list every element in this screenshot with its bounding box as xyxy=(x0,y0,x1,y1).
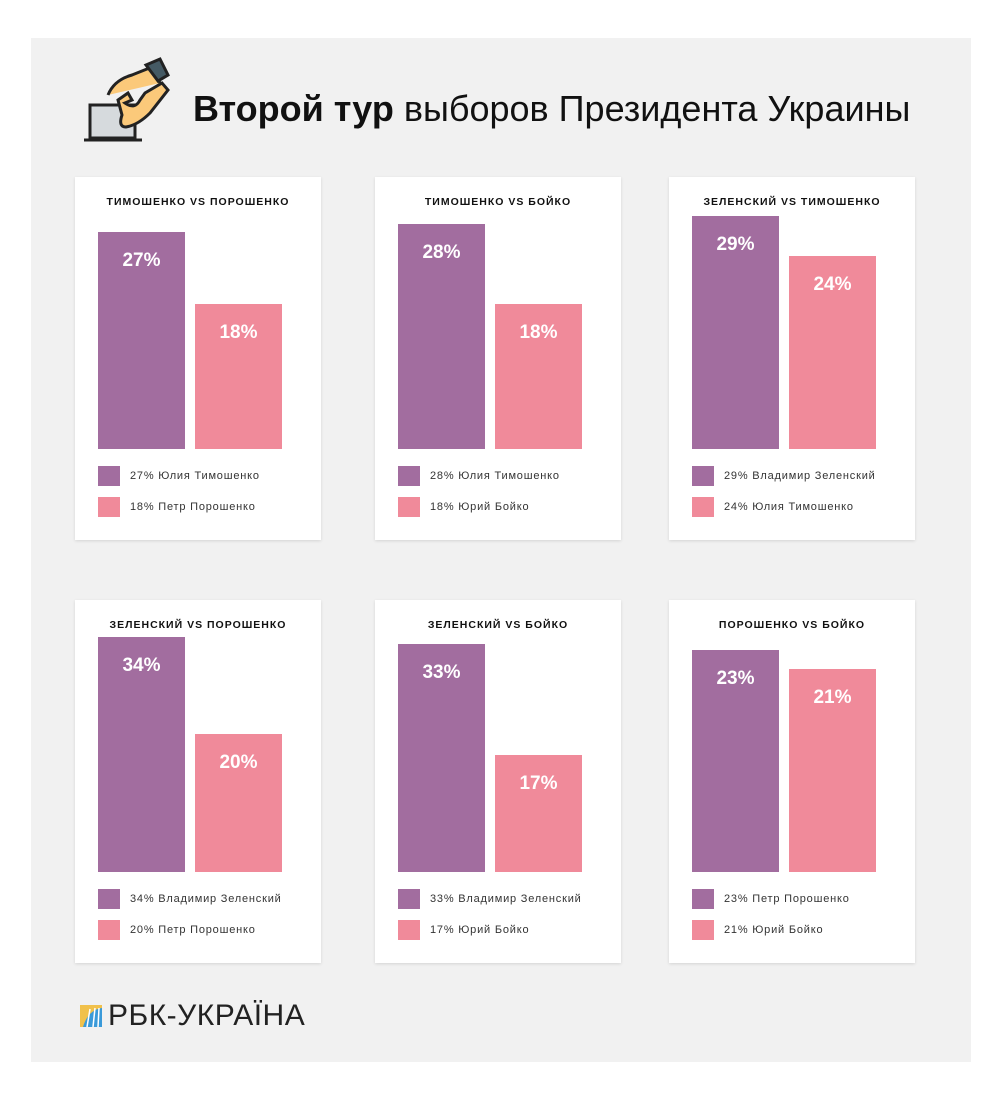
bar-label: 18% xyxy=(219,322,258,344)
legend-swatch xyxy=(98,889,120,909)
legend-item: 17% Юрий Бойко xyxy=(398,920,529,940)
legend-item: 18% Петр Порошенко xyxy=(98,497,256,517)
rbc-logo-icon xyxy=(80,1005,102,1027)
bar-label: 28% xyxy=(422,241,461,263)
legend-label: 34% Владимир Зеленский xyxy=(130,893,282,905)
legend-swatch xyxy=(98,920,120,940)
legend-swatch xyxy=(98,497,120,517)
chart-card: ПОРОШЕНКО VS БОЙКО 23% 23% Петр Порошенко 2… xyxy=(669,600,915,963)
legend-swatch xyxy=(692,889,714,909)
bar: 23% xyxy=(692,650,779,872)
chart-title: ЗЕЛЕНСКИЙ VS ТИМОШЕНКО xyxy=(703,196,881,208)
legend-label: 27% Юлия Тимошенко xyxy=(130,470,260,482)
bar: 18% xyxy=(195,304,282,449)
bar: 27% xyxy=(98,231,185,449)
bar: 24% xyxy=(789,255,876,449)
legend-swatch xyxy=(98,466,120,486)
bar: 29% xyxy=(692,215,779,449)
legend-label: 33% Владимир Зеленский xyxy=(430,893,582,905)
chart-card: ТИМОШЕНКО VS БОЙКО 28% 28% Юлия Тимошенко 1… xyxy=(375,177,621,540)
bar: 17% xyxy=(495,754,582,872)
bar: 21% xyxy=(789,669,876,872)
bar-label: 33% xyxy=(422,662,461,684)
legend-item: 23% Петр Порошенко xyxy=(692,889,850,909)
legend-label: 29% Владимир Зеленский xyxy=(724,470,876,482)
legend-swatch xyxy=(692,497,714,517)
legend-swatch xyxy=(692,466,714,486)
legend-item: 33% Владимир Зеленский xyxy=(398,889,582,909)
chart-card: ЗЕЛЕНСКИЙ VS ТИМОШЕНКО 29% 29% Владимир Зе… xyxy=(669,177,915,540)
legend-label: 21% Юрий Бойко xyxy=(724,924,824,936)
legend-item: 28% Юлия Тимошенко xyxy=(398,466,560,486)
bar-label: 21% xyxy=(813,687,852,709)
legend-swatch xyxy=(692,920,714,940)
bar: 28% xyxy=(398,223,485,449)
bar-label: 27% xyxy=(122,249,161,271)
title-rest: выборов Президента Украины xyxy=(393,88,911,129)
page-title: Второй тур выборов Президента Украины xyxy=(193,88,910,130)
legend-label: 18% Юрий Бойко xyxy=(430,501,530,513)
title-bold: Второй тур xyxy=(193,88,394,129)
bar: 33% xyxy=(398,644,485,872)
chart-title: ПОРОШЕНКО VS БОЙКО xyxy=(718,619,866,631)
bar-label: 24% xyxy=(813,273,852,295)
legend-swatch xyxy=(398,466,420,486)
chart-title: ТИМОШЕНКО VS ПОРОШЕНКО xyxy=(106,196,290,208)
chart-title: ЗЕЛЕНСКИЙ VS БОЙКО xyxy=(427,619,569,631)
legend-item: 27% Юлия Тимошенко xyxy=(98,466,260,486)
bar-label: 29% xyxy=(716,233,755,255)
legend-label: 24% Юлия Тимошенко xyxy=(724,501,854,513)
bar: 20% xyxy=(195,734,282,872)
logo-text: РБК-УКРАЇНА xyxy=(108,999,306,1032)
legend-swatch xyxy=(398,497,420,517)
legend-item: 18% Юрий Бойко xyxy=(398,497,529,517)
chart-card: ЗЕЛЕНСКИЙ VS БОЙКО 33% 33% Владимир Зеленс… xyxy=(375,600,621,963)
legend-label: 18% Петр Порошенко xyxy=(130,501,256,513)
legend-item: 29% Владимир Зеленский xyxy=(692,466,876,486)
chart-card: ЗЕЛЕНСКИЙ VS ПОРОШЕНКО 34% 34% Владимир Зе… xyxy=(75,600,321,963)
legend-swatch xyxy=(398,889,420,909)
rbc-ukraine-logo: РБК-УКРАЇНА xyxy=(80,999,305,1033)
bar: 34% xyxy=(98,637,185,872)
legend-item: 21% Юрий Бойко xyxy=(692,920,823,940)
bar-label: 34% xyxy=(122,655,161,677)
chart-title: ЗЕЛЕНСКИЙ VS ПОРОШЕНКО xyxy=(109,619,287,631)
legend-item: 34% Владимир Зеленский xyxy=(98,889,282,909)
legend-swatch xyxy=(398,920,420,940)
bar-label: 20% xyxy=(219,752,258,773)
legend-item: 24% Юлия Тимошенко xyxy=(692,497,854,517)
legend-item: 20% Петр Порошенко xyxy=(98,920,256,940)
legend-label: 23% Петр Порошенко xyxy=(724,893,850,905)
bar-label: 18% xyxy=(519,322,558,344)
legend-label: 20% Петр Порошенко xyxy=(130,924,256,936)
chart-title: ТИМОШЕНКО VS БОЙКО xyxy=(424,196,572,208)
chart-card: ТИМОШЕНКО VS ПОРОШЕНКО 27% 27% Юлия Тимоше… xyxy=(75,177,321,540)
bar-label: 23% xyxy=(716,668,755,690)
bar-label: 17% xyxy=(519,772,558,794)
legend-label: 17% Юрий Бойко xyxy=(430,924,530,936)
ballot-box-hand-icon xyxy=(84,57,170,142)
bar: 18% xyxy=(495,304,582,449)
legend-label: 28% Юлия Тимошенко xyxy=(430,470,560,482)
